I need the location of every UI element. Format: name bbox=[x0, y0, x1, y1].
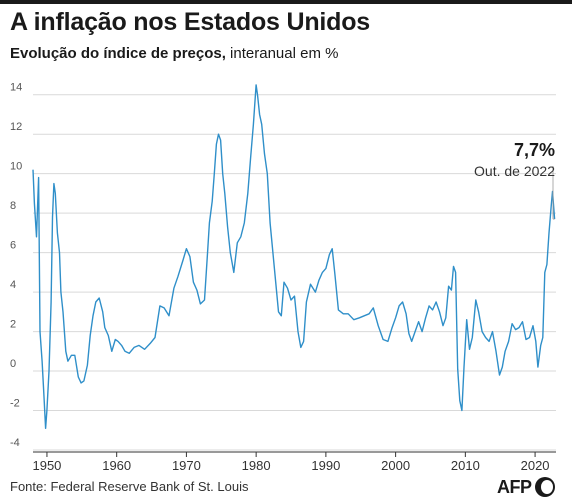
afp-logo: AFP bbox=[497, 476, 555, 498]
y-tick-label: 8 bbox=[10, 200, 16, 212]
y-tick-label: -2 bbox=[10, 398, 20, 410]
x-tick-label: 1980 bbox=[242, 458, 271, 473]
y-tick-label: 2 bbox=[10, 319, 16, 331]
y-tick-label: 14 bbox=[10, 82, 22, 94]
source-note: Fonte: Federal Reserve Bank of St. Louis bbox=[10, 479, 249, 494]
y-tick-label: 4 bbox=[10, 279, 16, 291]
afp-logo-disc-icon bbox=[534, 477, 555, 497]
afp-logo-text: AFP bbox=[497, 476, 532, 497]
top-rule bbox=[0, 0, 572, 4]
y-tick-label: -4 bbox=[10, 437, 20, 449]
x-tick-label: 1990 bbox=[311, 458, 340, 473]
annotation-date-label: Out. de 2022 bbox=[474, 163, 555, 179]
x-tick-label: 1970 bbox=[172, 458, 201, 473]
x-tick-label: 2010 bbox=[451, 458, 480, 473]
page-title: A inflação nos Estados Unidos bbox=[10, 8, 370, 36]
y-tick-label: 6 bbox=[10, 240, 16, 252]
y-tick-label: 12 bbox=[10, 121, 22, 133]
x-tick-label: 1950 bbox=[32, 458, 61, 473]
x-tick-label: 2000 bbox=[381, 458, 410, 473]
page-subtitle: Evolução do índice de preços, interanual… bbox=[10, 45, 338, 62]
subtitle-bold: Evolução do índice de preços, bbox=[10, 45, 226, 62]
subtitle-rest: interanual em % bbox=[225, 45, 339, 62]
y-tick-label: 10 bbox=[10, 161, 22, 173]
x-tick-label: 2020 bbox=[521, 458, 550, 473]
x-tick-label: 1960 bbox=[102, 458, 131, 473]
annotation-value-label: 7,7% bbox=[514, 140, 555, 160]
inflation-series-line bbox=[32, 84, 556, 429]
y-tick-label: 0 bbox=[10, 358, 16, 370]
